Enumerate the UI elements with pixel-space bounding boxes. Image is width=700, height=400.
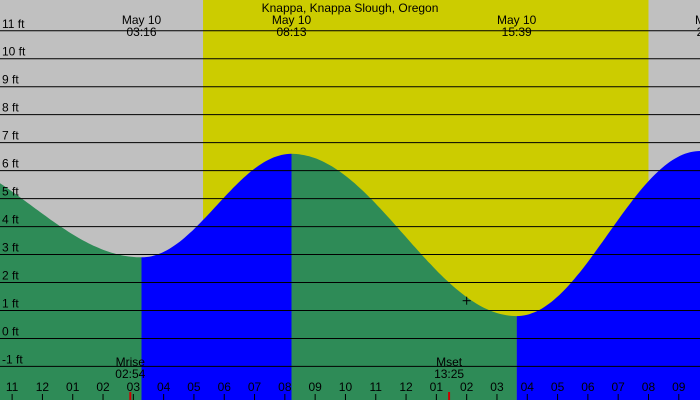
extreme-date-label: May 10 [497, 13, 537, 27]
y-tick-label: -1 ft [2, 352, 23, 366]
x-tick-label: 01 [430, 380, 444, 394]
y-tick-label: 11 ft [2, 17, 25, 31]
x-tick-label: 05 [551, 380, 565, 394]
extreme-date-label: M [695, 13, 700, 27]
x-tick-label: 07 [612, 380, 626, 394]
x-tick-label: 05 [187, 380, 201, 394]
x-tick-label: 08 [642, 380, 656, 394]
gridlines [0, 30, 700, 367]
y-tick-label: 10 ft [2, 45, 26, 59]
y-tick-label: 2 ft [2, 269, 19, 283]
x-tick-label: 03 [127, 380, 141, 394]
moon-event-time: 13:25 [434, 367, 464, 381]
extreme-date-label: May 10 [272, 13, 312, 27]
x-tick-label: 09 [672, 380, 686, 394]
x-tick-label: 06 [218, 380, 232, 394]
rising-tide-area [516, 151, 700, 400]
current-position-marker [462, 296, 471, 305]
x-tick-label: 10 [339, 380, 353, 394]
x-tick-label: 07 [248, 380, 262, 394]
x-axis-ticks: 11 12 01 02 03 04 05 06 07 08 09 10 11 12 01 02 03 04 05 06… [6, 380, 686, 400]
falling-tide-area [0, 183, 142, 400]
moon-event-time: 02:54 [115, 367, 145, 381]
x-tick-label: 02 [96, 380, 110, 394]
x-tick-label: 08 [278, 380, 292, 394]
y-tick-label: 5 ft [2, 185, 19, 199]
x-tick-label: 12 [36, 380, 50, 394]
x-tick-label: 04 [521, 380, 535, 394]
x-tick-label: 09 [308, 380, 322, 394]
y-tick-label: 8 ft [2, 101, 19, 115]
y-axis-labels: 11 ft 10 ft 9 ft 8 ft 7 ft 6 ft 5 ft 4 ft 3 ft 2 … [2, 17, 26, 367]
x-tick-label: 11 [6, 380, 19, 394]
y-tick-label: 4 ft [2, 213, 19, 227]
x-tick-label: 06 [581, 380, 595, 394]
y-tick-label: 6 ft [2, 157, 19, 171]
moon-event-label: Mrise [116, 355, 146, 369]
y-tick-label: 0 ft [2, 324, 19, 338]
extreme-time-label: 2 [697, 25, 700, 39]
y-tick-label: 3 ft [2, 241, 19, 255]
x-tick-label: 12 [399, 380, 413, 394]
x-tick-label: 11 [370, 380, 383, 394]
extreme-time-label: 15:39 [502, 25, 532, 39]
x-tick-label: 03 [490, 380, 504, 394]
x-tick-label: 04 [157, 380, 171, 394]
extreme-date-label: May 10 [122, 13, 162, 27]
x-tick-label: 02 [460, 380, 474, 394]
y-tick-label: 9 ft [2, 73, 19, 87]
extreme-time-label: 03:16 [126, 25, 156, 39]
x-tick-label: 01 [66, 380, 80, 394]
extreme-time-label: 08:13 [276, 25, 306, 39]
y-tick-label: 7 ft [2, 129, 19, 143]
moon-event-label: Mset [436, 355, 463, 369]
chart-title: Knappa, Knappa Slough, Oregon [262, 1, 439, 15]
y-tick-label: 1 ft [2, 296, 19, 310]
